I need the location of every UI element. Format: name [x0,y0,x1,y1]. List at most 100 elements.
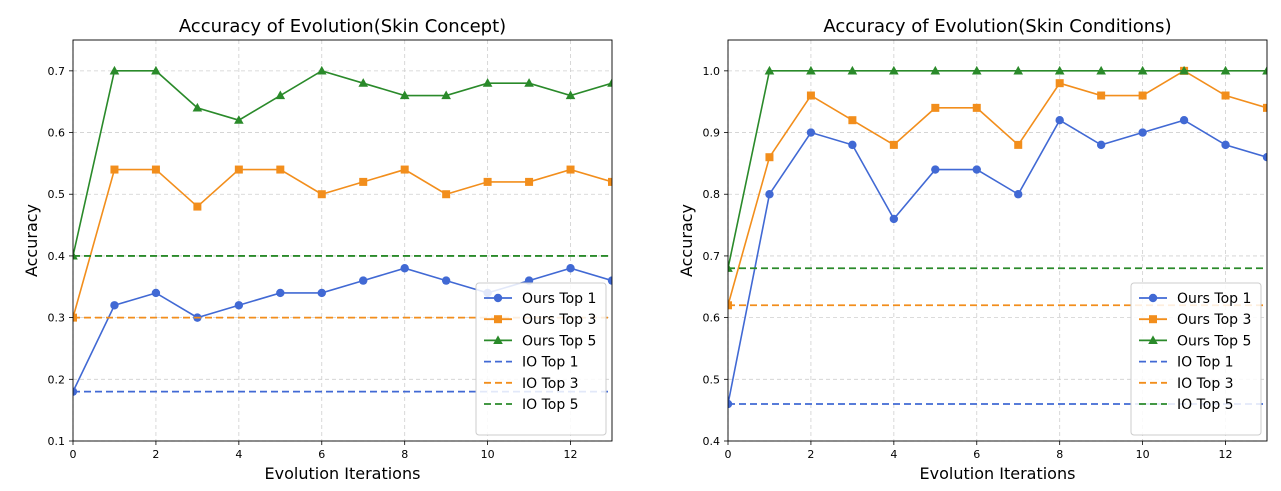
data-point [1014,140,1023,149]
data-point [1096,140,1106,150]
data-point [358,78,369,87]
y-tick-label: 0.6 [48,127,66,140]
legend-item: IO Top 3 [484,376,579,392]
series-ours-top-5 [73,65,612,260]
legend-marker [494,315,502,324]
data-point [1221,91,1230,100]
legend-label: Ours Top 5 [522,333,596,349]
data-point [765,153,774,162]
data-point [442,190,451,199]
y-axis-label: Accuracy [22,204,41,277]
x-axis-label: Evolution Iterations [265,464,421,483]
data-point [806,65,816,75]
plot-frame [727,39,1268,442]
data-point [728,263,733,272]
x-tick-label: 2 [807,448,814,461]
data-point [151,288,161,298]
data-point [1137,65,1148,75]
data-point [1054,65,1065,75]
data-point [400,165,409,174]
axes: 0 2 4 6 8 10 12 0.4 0.5 0.6 0.7 0.8 0.9 1.0 [703,65,1233,461]
legend-label: IO Top 1 [1177,355,1234,371]
data-point [971,65,982,75]
data-point [565,90,576,100]
y-tick-label: 0.4 [703,435,721,448]
data-point [1097,91,1106,100]
data-point [1263,103,1267,112]
data-point [765,190,774,199]
data-point [889,140,898,149]
data-point [806,91,815,100]
legend-label: Ours Top 3 [522,312,596,328]
data-point [1055,79,1064,88]
data-point [276,165,285,174]
legend-item: Ours Top 3 [484,312,596,328]
y-tick-label: 0.3 [48,312,66,325]
data-point [317,288,326,298]
series-line [73,168,612,318]
data-point [276,288,285,298]
y-tick-label: 0.5 [48,188,66,201]
data-point [1138,128,1147,137]
data-point [317,190,326,199]
y-tick-label: 0.2 [48,373,66,386]
data-point [1262,153,1267,162]
data-point [889,65,899,75]
data-point [192,102,203,112]
x-tick-label: 10 [481,448,495,461]
data-point [608,177,612,186]
x-axis-label: Evolution Iterations [920,464,1076,483]
x-tick-label: 8 [401,448,408,461]
x-tick-label: 8 [1056,448,1063,461]
series-line [728,70,1267,269]
series-ours-top-5 [728,65,1267,272]
data-point [151,165,160,174]
y-axis-label: Accuracy [677,204,696,277]
x-tick-label: 6 [973,448,980,461]
data-point [1220,65,1231,75]
data-point [400,264,409,273]
legend-item: IO Top 5 [484,397,579,413]
x-tick-label: 0 [725,448,732,461]
data-point [151,65,161,75]
data-point [972,103,981,112]
legend-label: IO Top 5 [522,397,579,413]
legend-item: Ours Top 5 [1139,333,1251,349]
data-point [848,140,857,150]
data-point [1013,65,1024,75]
data-point [1096,65,1106,75]
chart-panel-2: 0 2 4 6 8 10 12 0.4 0.5 0.6 0.7 0.8 0.9 1.0 Accuracy o… [677,16,1268,483]
legend: Ours Top 1 Ours Top 3 Ours Top 5 IO Top 1 IO… [1130,282,1262,436]
data-point [275,90,286,100]
axes: 0 2 4 6 8 10 12 0.1 0.2 0.3 0.4 0.5 0.6 0.7 [48,65,578,461]
data-point [110,165,119,174]
data-point [1014,190,1023,199]
legend-label: Ours Top 1 [522,291,596,307]
data-point [316,65,327,75]
legend-item: Ours Top 1 [484,291,596,307]
legend-item: Ours Top 5 [484,333,596,349]
legend-label: IO Top 3 [522,376,579,392]
data-point [607,78,612,87]
data-point [889,214,899,224]
legend-item: Ours Top 1 [1139,291,1251,307]
legend-label: IO Top 3 [1177,376,1234,392]
data-point [524,78,534,87]
legend-item: IO Top 5 [1139,397,1234,413]
x-tick-label: 12 [1219,448,1233,461]
plot-frame [72,39,613,442]
data-point [482,78,493,87]
x-tick-label: 10 [1136,448,1150,461]
legend-marker [1148,293,1158,303]
data-point [234,165,243,174]
x-tick-label: 0 [70,448,77,461]
legend-label: IO Top 5 [1177,397,1234,413]
legend-item: Ours Top 3 [1139,312,1251,328]
series-ours-top-1 [728,116,1267,409]
y-tick-label: 0.1 [48,435,66,448]
data-point [1262,65,1267,75]
data-point [764,65,775,75]
chart-panel-1: 0 2 4 6 8 10 12 0.1 0.2 0.3 0.4 0.5 0.6 0.7 Accuracy o… [22,16,613,483]
legend-marker [1148,335,1158,344]
data-point [441,90,451,100]
